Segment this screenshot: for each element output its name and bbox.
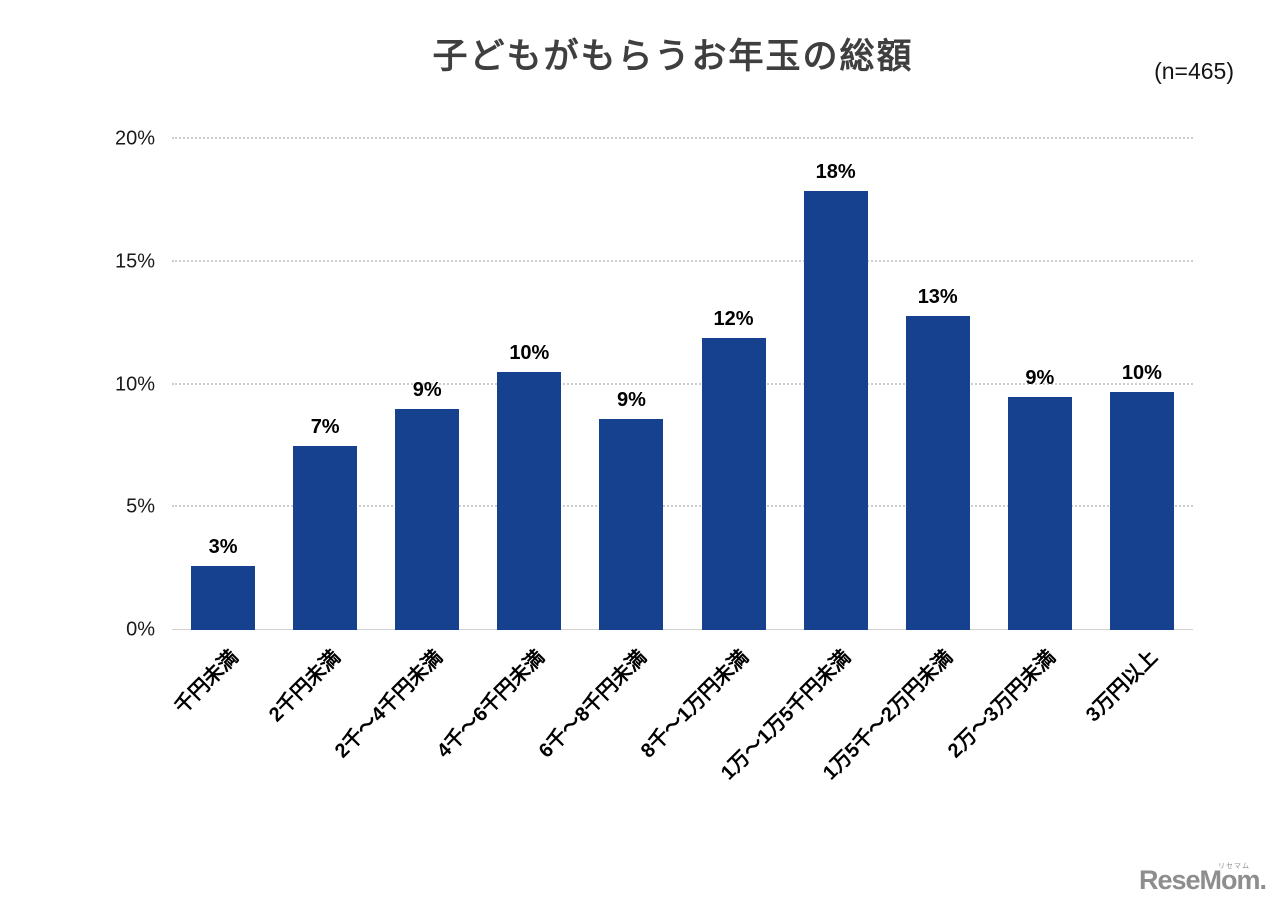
x-category-label: 2千～4千円未満 [330,646,448,763]
x-category-label: 6千～8千円未満 [535,646,652,763]
bar-value-label: 9% [412,379,442,402]
bar [293,445,358,630]
gridline [172,505,1193,508]
bar-slot: 10% 4千～6千円未満 [433,139,580,762]
resemom-logo: リセマム ReseMom. [1138,863,1267,896]
gridlines [172,137,1193,630]
bar [497,372,562,630]
bar [395,409,460,630]
bars-container: 3% 千円未満 7% 2千円未満 9% 2千～4千円未満 10% 4千～6千円未満 9% 6千～8… [171,139,1193,784]
bar [905,315,970,630]
bar-slot: 10% 3万円以上 [1082,139,1193,726]
bar [1007,396,1072,630]
bar-value-label: 10% [509,342,550,365]
bar-value-label: 9% [616,388,646,411]
bar-value-label: 18% [815,160,856,183]
bar-slot: 9% 6千～8千円未満 [535,139,682,762]
bar [191,566,256,630]
bar-slot: 13% 1万5千～2万円未満 [819,139,989,784]
logo-ruby-text: リセマム [1218,863,1250,870]
plot-area: 3% 千円未満 7% 2千円未満 9% 2千～4千円未満 10% 4千～6千円未満 9% 6千～8… [171,137,1193,784]
gridline [172,382,1193,385]
bar [599,418,664,630]
bar-slot: 3% 千円未満 [171,139,274,718]
bar-value-label: 13% [917,285,958,308]
bar-value-label: 9% [1025,366,1055,389]
bar-value-label: 7% [310,415,340,438]
gridline [172,137,1193,139]
x-category-label: 3万円以上 [1081,646,1162,727]
x-category-label: 千円未満 [170,646,243,719]
x-category-label: 2千円未満 [264,646,345,727]
sample-size-note: (n=465) [1154,58,1234,84]
y-tick-label: 20% [114,127,155,150]
bar-slot: 9% 2万～3万円未満 [943,139,1091,762]
x-category-label: 4千～6千円未満 [432,646,550,763]
chart-title: 子どもがもらうお年玉の総額 [432,37,914,76]
x-axis-line [172,629,1193,630]
bar [1109,391,1174,630]
y-tick-label: 0% [126,618,155,641]
bar [803,190,868,630]
x-category-label: 2万～3万円未満 [943,646,1060,763]
bar-slot: 18% 1万～1万5千円未満 [717,139,887,784]
logo-text: ReseMom. [1138,865,1267,895]
gridline [172,259,1193,262]
bar-value-label: 12% [713,307,754,330]
y-tick-label: 5% [126,495,155,518]
bar-slot: 12% 8千～1万円未満 [637,139,784,762]
bar-slot: 9% 2千～4千円未満 [331,139,478,762]
bar [701,337,766,630]
bar-slot: 7% 2千円未満 [265,139,376,726]
y-tick-label: 10% [114,373,155,395]
y-axis-labels: 0% 5% 10% 15% 20% [0,128,155,641]
bar-value-label: 10% [1121,361,1162,384]
bar-value-label: 3% [208,536,238,559]
y-tick-label: 15% [114,250,155,273]
